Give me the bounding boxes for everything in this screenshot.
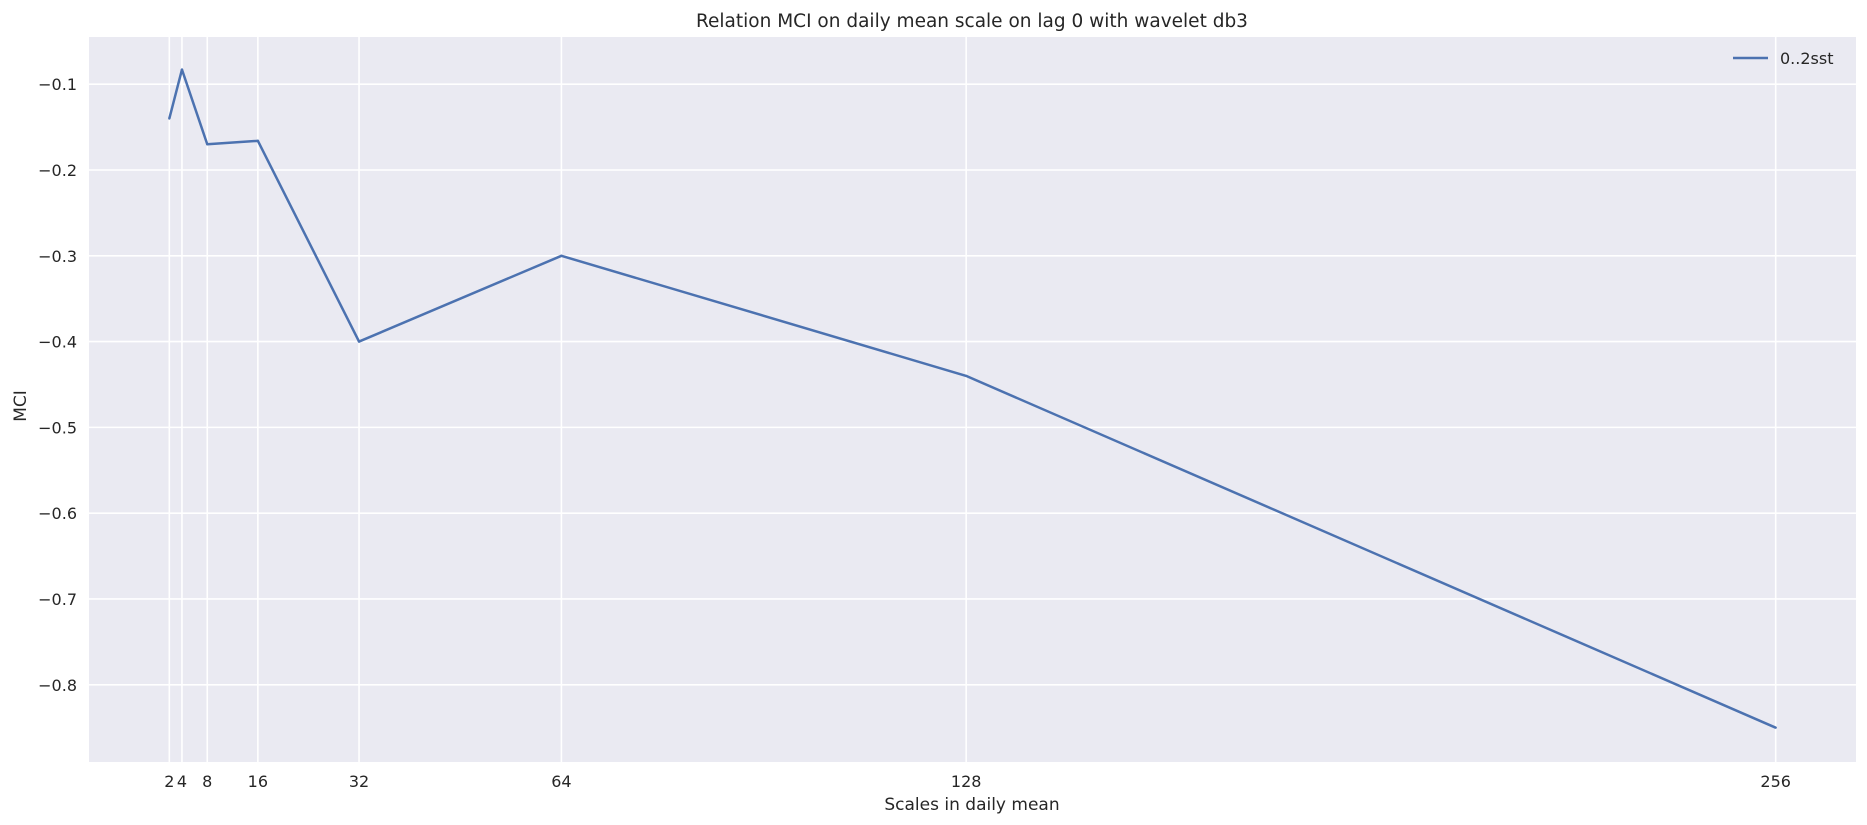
data-point xyxy=(256,139,260,143)
legend: 0..2sst xyxy=(1733,49,1833,68)
y-axis-label: MCI xyxy=(11,390,31,422)
x-tick-label: 16 xyxy=(248,772,268,791)
y-tick-label: −0.7 xyxy=(38,590,77,609)
data-point xyxy=(180,68,184,71)
x-axis-label: Scales in daily mean xyxy=(884,795,1059,815)
y-tick-label: −0.3 xyxy=(38,247,77,266)
x-tick-label: 32 xyxy=(349,772,369,791)
data-point xyxy=(1774,726,1777,729)
data-point xyxy=(560,254,563,257)
x-tick-label: 2 xyxy=(164,772,174,791)
plot-area xyxy=(89,37,1856,762)
data-point xyxy=(964,374,968,378)
x-tick-label: 4 xyxy=(177,772,187,791)
series-line xyxy=(168,68,1777,729)
chart-title: Relation MCI on daily mean scale on lag … xyxy=(696,11,1248,32)
grid-lines xyxy=(89,37,1856,762)
x-tick-label: 8 xyxy=(202,772,212,791)
data-point xyxy=(168,117,171,120)
y-tick-label: −0.8 xyxy=(38,676,77,695)
x-tick-labels: 2 4 8 16 32 64 128 256 xyxy=(164,772,1791,791)
x-tick-label: 64 xyxy=(551,772,571,791)
legend-entry-label: 0..2sst xyxy=(1780,49,1833,68)
x-tick-label: 256 xyxy=(1760,772,1791,791)
y-tick-label: −0.4 xyxy=(38,333,77,352)
x-tick-label: 128 xyxy=(951,772,982,791)
y-tick-labels: −0.8 −0.7 −0.6 −0.5 −0.4 −0.3 −0.2 −0.1 xyxy=(38,75,77,695)
data-point xyxy=(357,340,361,343)
y-tick-label: −0.5 xyxy=(38,418,77,437)
y-tick-label: −0.6 xyxy=(38,504,77,523)
data-point xyxy=(206,143,209,146)
y-tick-label: −0.2 xyxy=(38,161,77,180)
y-tick-label: −0.1 xyxy=(38,75,77,94)
series-layer xyxy=(168,68,1777,729)
